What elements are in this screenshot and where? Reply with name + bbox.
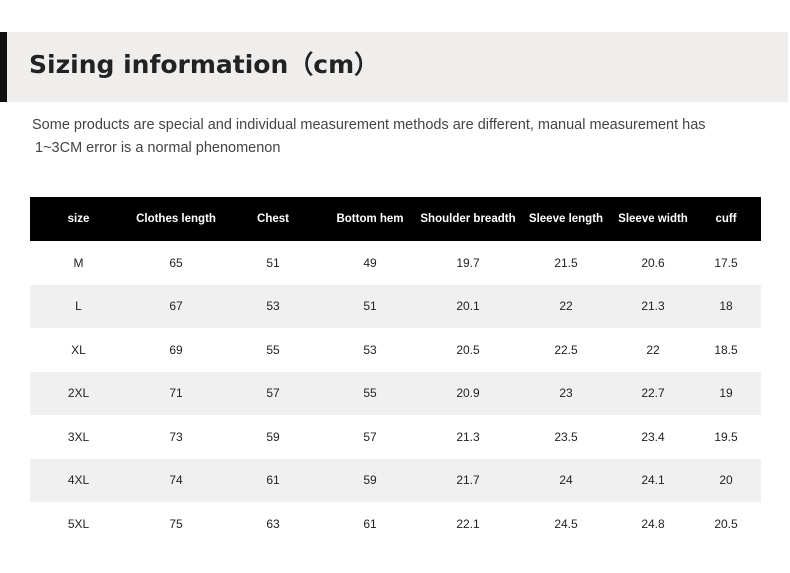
table-cell: 2XL bbox=[67, 386, 90, 401]
table-cell: 21.5 bbox=[554, 255, 578, 270]
table-cell: 74 bbox=[169, 473, 183, 488]
table-row: L 67 53 51 20.1 22 21.3 18 bbox=[30, 284, 761, 328]
table-cell: 22.1 bbox=[456, 516, 480, 531]
title: Sizing information（cm） bbox=[29, 50, 380, 79]
table-cell: 5XL bbox=[67, 516, 90, 531]
table-cell: 57 bbox=[266, 386, 280, 401]
table-cell: 55 bbox=[266, 342, 280, 357]
table-cell: 23 bbox=[559, 386, 573, 401]
table-cell: 49 bbox=[363, 255, 377, 270]
table-cell: 20.9 bbox=[456, 386, 480, 401]
table-row: 5XL 75 63 61 22.1 24.5 24.8 20.5 bbox=[30, 502, 761, 546]
table-cell: 19.7 bbox=[456, 255, 480, 270]
table-body: M 65 51 49 19.7 21.5 20.6 17.5 L 67 53 51 20.1 22 21.3… bbox=[30, 241, 761, 546]
title-band: Sizing information（cm） bbox=[0, 32, 788, 102]
table-cell: 61 bbox=[266, 473, 280, 488]
table-cell: 19.5 bbox=[714, 429, 738, 444]
table-row: 3XL 73 59 57 21.3 23.5 23.4 19.5 bbox=[30, 415, 761, 459]
table-cell: 20.5 bbox=[714, 516, 738, 531]
table-cell: XL bbox=[71, 342, 86, 357]
table-cell: 3XL bbox=[67, 429, 90, 444]
table-cell: 24.1 bbox=[641, 473, 665, 488]
table-cell: 55 bbox=[363, 386, 377, 401]
table-cell: L bbox=[75, 299, 82, 314]
column-header: Chest bbox=[225, 197, 321, 241]
table-cell: 51 bbox=[266, 255, 280, 270]
table-cell: 22.5 bbox=[554, 342, 578, 357]
table-cell: 75 bbox=[169, 516, 183, 531]
table-cell: 61 bbox=[363, 516, 377, 531]
table-row: XL 69 55 53 20.5 22.5 22 18.5 bbox=[30, 328, 761, 372]
note: Some products are special and individual… bbox=[32, 114, 706, 160]
table-cell: 71 bbox=[169, 386, 183, 401]
table-cell: 24.8 bbox=[641, 516, 665, 531]
table-cell: 21.7 bbox=[456, 473, 480, 488]
note-line: Some products are special and individual… bbox=[32, 117, 706, 133]
note-line: 1~3CM error is a normal phenomenon bbox=[35, 140, 281, 156]
table-cell: 67 bbox=[169, 299, 183, 314]
table-cell: 4XL bbox=[67, 473, 90, 488]
table-cell: 69 bbox=[169, 342, 183, 357]
column-header: size bbox=[30, 197, 127, 241]
table-cell: 23.4 bbox=[641, 429, 665, 444]
table-cell: M bbox=[73, 255, 84, 270]
table-cell: 63 bbox=[266, 516, 280, 531]
table-cell: 53 bbox=[266, 299, 280, 314]
table-cell: 18 bbox=[719, 299, 733, 314]
table-cell: 18.5 bbox=[714, 342, 738, 357]
table-cell: 22 bbox=[646, 342, 660, 357]
table-cell: 19 bbox=[719, 386, 733, 401]
column-header: Clothes length bbox=[127, 197, 225, 241]
column-header: Sleeve length bbox=[517, 197, 615, 241]
column-header: Bottom hem bbox=[321, 197, 419, 241]
table-cell: 57 bbox=[363, 429, 377, 444]
column-header: cuff bbox=[691, 197, 761, 241]
table-cell: 22 bbox=[559, 299, 573, 314]
table-cell: 59 bbox=[266, 429, 280, 444]
table-cell: 24 bbox=[559, 473, 573, 488]
accent-bar bbox=[0, 32, 7, 102]
table-row: 4XL 74 61 59 21.7 24 24.1 20 bbox=[30, 458, 761, 502]
table-cell: 21.3 bbox=[456, 429, 480, 444]
table-cell: 51 bbox=[363, 299, 377, 314]
table-cell: 20.6 bbox=[641, 255, 665, 270]
header-row: size Clothes length Chest Bottom hem Shoulde… bbox=[30, 197, 761, 241]
table-cell: 20.5 bbox=[456, 342, 480, 357]
table-cell: 65 bbox=[169, 255, 183, 270]
table-cell: 17.5 bbox=[714, 255, 738, 270]
table-row: 2XL 71 57 55 20.9 23 22.7 19 bbox=[30, 371, 761, 415]
table-cell: 22.7 bbox=[641, 386, 665, 401]
table-cell: 20 bbox=[719, 473, 733, 488]
column-header: Sleeve width bbox=[615, 197, 691, 241]
table-cell: 21.3 bbox=[641, 299, 665, 314]
size-table: size Clothes length Chest Bottom hem Shoulde… bbox=[30, 197, 761, 546]
table-cell: 20.1 bbox=[456, 299, 480, 314]
table-cell: 73 bbox=[169, 429, 183, 444]
column-header: Shoulder breadth bbox=[419, 197, 517, 241]
table-row: M 65 51 49 19.7 21.5 20.6 17.5 bbox=[30, 241, 761, 285]
table-cell: 53 bbox=[363, 342, 377, 357]
table-cell: 23.5 bbox=[554, 429, 578, 444]
table-cell: 24.5 bbox=[554, 516, 578, 531]
table-cell: 59 bbox=[363, 473, 377, 488]
